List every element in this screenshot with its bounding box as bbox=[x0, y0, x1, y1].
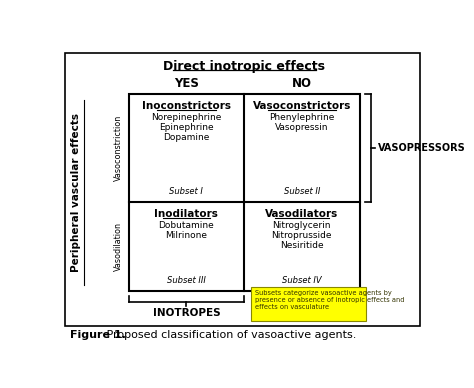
Text: Vasoconstrictors: Vasoconstrictors bbox=[253, 101, 351, 111]
Text: Milrinone: Milrinone bbox=[165, 230, 207, 239]
Text: Vasodilators: Vasodilators bbox=[265, 209, 338, 219]
Text: Inoconstrictors: Inoconstrictors bbox=[142, 101, 231, 111]
Text: Figure 1.: Figure 1. bbox=[70, 330, 126, 340]
Text: Subset IV: Subset IV bbox=[282, 276, 322, 285]
Text: Subset I: Subset I bbox=[169, 187, 203, 196]
Text: Epinephrine: Epinephrine bbox=[159, 123, 214, 132]
FancyBboxPatch shape bbox=[251, 287, 366, 320]
Text: Nitroprusside: Nitroprusside bbox=[272, 230, 332, 239]
Text: Nesiritide: Nesiritide bbox=[280, 241, 324, 249]
Text: YES: YES bbox=[174, 77, 199, 90]
Text: Inodilators: Inodilators bbox=[155, 209, 219, 219]
Text: Direct inotropic effects: Direct inotropic effects bbox=[164, 61, 326, 73]
Text: Dopamine: Dopamine bbox=[163, 133, 210, 142]
Bar bbox=[129, 94, 360, 291]
Text: Subset III: Subset III bbox=[167, 276, 206, 285]
Text: NO: NO bbox=[292, 77, 312, 90]
Text: Peripheral vascular effects: Peripheral vascular effects bbox=[71, 113, 82, 272]
Text: Proposed classification of vasoactive agents.: Proposed classification of vasoactive ag… bbox=[103, 330, 356, 340]
Text: VASOPRESSORS: VASOPRESSORS bbox=[378, 143, 465, 153]
Text: Nitroglycerin: Nitroglycerin bbox=[273, 221, 331, 230]
Text: Phenylephrine: Phenylephrine bbox=[269, 113, 335, 122]
Text: INOTROPES: INOTROPES bbox=[153, 308, 220, 319]
Text: Vasodilation: Vasodilation bbox=[114, 222, 123, 271]
Text: Subsets categorize vasoactive agents by
presence or absence of inotropic effects: Subsets categorize vasoactive agents by … bbox=[255, 290, 404, 310]
Text: Vasopressin: Vasopressin bbox=[275, 123, 328, 132]
Text: Vasoconstriction: Vasoconstriction bbox=[114, 115, 123, 181]
Text: Subset II: Subset II bbox=[283, 187, 320, 196]
Text: Dobutamine: Dobutamine bbox=[158, 221, 214, 230]
Text: Norepinephrine: Norepinephrine bbox=[151, 113, 221, 122]
